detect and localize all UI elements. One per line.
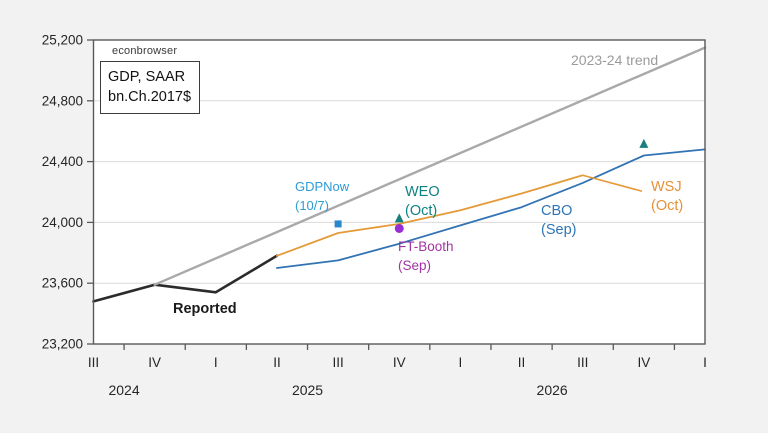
x-year-label-2025: 2025	[292, 382, 323, 398]
x-quarter-label-2026Q4: IV	[637, 355, 650, 370]
weo-label-line-1: WEO	[405, 184, 440, 200]
x-year-label-2024: 2024	[108, 382, 139, 398]
wsj-label-line-1: WSJ	[651, 179, 682, 195]
reported-label: Reported	[173, 301, 237, 317]
x-quarter-label-2025Q3: III	[332, 355, 343, 370]
cbo-label-line-2: (Sep)	[541, 222, 576, 238]
x-quarter-label-2026Q3: III	[577, 355, 588, 370]
marker-weo-2026	[639, 138, 649, 148]
y-tick-label-24000: 24,000	[42, 215, 83, 230]
trend-label: 2023-24 trend	[571, 52, 658, 68]
plot-frame	[92, 39, 706, 345]
econbrowser-watermark: econbrowser	[112, 45, 178, 57]
ft-booth-label-line-1: FT-Booth	[398, 239, 454, 254]
series-line-cbo	[275, 148, 706, 269]
x-year-label-2026: 2026	[537, 382, 568, 398]
units-line-1: GDP, SAAR	[108, 69, 186, 85]
weo-label-line-2: (Oct)	[405, 203, 437, 219]
x-quarter-label-2027Q1: I	[703, 355, 707, 370]
x-quarter-label-2024Q4: IV	[148, 355, 161, 370]
units-label-box: GDP, SAAR bn.Ch.2017$	[100, 61, 201, 114]
gdpnow-label-line-2: (10/7)	[295, 198, 329, 213]
wsj-leader	[582, 174, 643, 193]
x-quarter-label-2025Q2: II	[273, 355, 281, 370]
series-line-reported	[92, 254, 279, 303]
series-line-trend-2023-24	[153, 46, 707, 286]
marker-weo-2025	[394, 213, 404, 223]
x-quarter-label-2025Q4: IV	[393, 355, 406, 370]
y-tick-label-23600: 23,600	[42, 276, 83, 291]
y-tick-label-24400: 24,400	[42, 154, 83, 169]
units-line-2: bn.Ch.2017$	[108, 89, 192, 105]
x-quarter-label-2025Q1: I	[214, 355, 218, 370]
marker-ft-booth	[394, 223, 404, 233]
series-line-wsj	[275, 174, 584, 257]
x-quarter-label-2026Q2: II	[518, 355, 526, 370]
x-quarter-label-2024Q3: III	[88, 355, 99, 370]
y-tick-label-23200: 23,200	[42, 337, 83, 352]
y-tick-label-24800: 24,800	[42, 93, 83, 108]
x-quarter-label-2026Q1: I	[459, 355, 463, 370]
gdpnow-label-line-1: GDPNow	[295, 179, 350, 194]
wsj-label-line-2: (Oct)	[651, 198, 683, 214]
cbo-label-line-1: CBO	[541, 203, 572, 219]
marker-gdpnow	[334, 220, 342, 228]
y-tick-label-25200: 25,200	[42, 33, 83, 48]
ft-booth-label-line-2: (Sep)	[398, 258, 431, 273]
